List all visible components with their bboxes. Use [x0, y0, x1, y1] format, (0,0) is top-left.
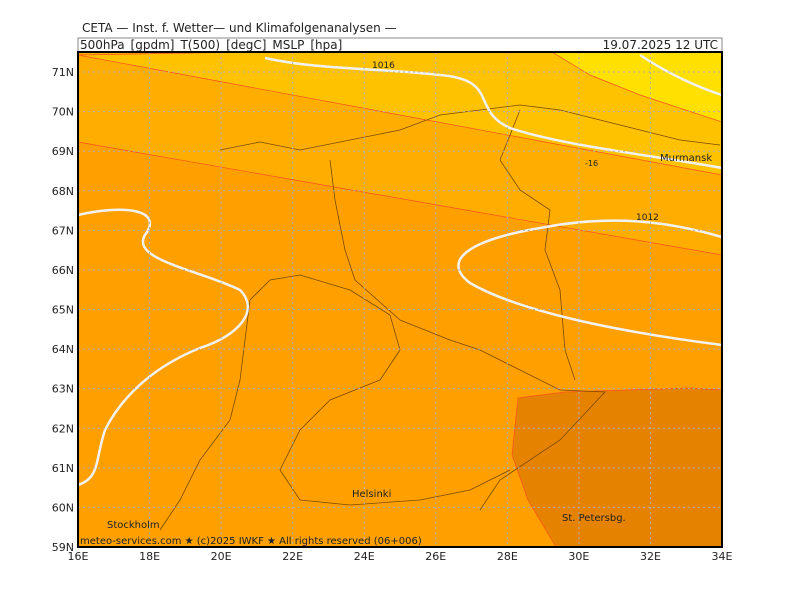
- coastline: [159, 299, 251, 531]
- lat-label: 60N: [52, 501, 74, 514]
- lon-label: 22E: [282, 550, 303, 563]
- lat-label: 64N: [52, 343, 74, 356]
- lat-label: 67N: [52, 224, 74, 237]
- lon-label: 16E: [68, 550, 89, 563]
- lat-label: 71N: [52, 66, 74, 79]
- lon-label: 24E: [354, 550, 375, 563]
- footer: meteo-services.com ★ (c)2025 IWKF ★ All …: [80, 536, 422, 547]
- isobar-label: 1016: [372, 61, 395, 71]
- lon-label: 34E: [712, 550, 733, 563]
- lat-label: 69N: [52, 145, 74, 158]
- place-label: St. Petersbg.: [562, 513, 626, 524]
- coastline: [219, 104, 721, 151]
- isobar-label: 1012: [636, 213, 659, 223]
- date: 19.07.2025 12 UTC: [603, 38, 718, 52]
- place-label: Stockholm: [107, 520, 160, 531]
- lat-label: 66N: [52, 264, 74, 277]
- lat-label: 63N: [52, 383, 74, 396]
- border: [499, 109, 576, 381]
- coastline: [249, 274, 511, 506]
- grid: [78, 52, 722, 547]
- lat-label: 62N: [52, 422, 74, 435]
- lon-label: 32E: [640, 550, 661, 563]
- lon-label: 26E: [425, 550, 446, 563]
- lat-label: 61N: [52, 462, 74, 475]
- temperature-label: -16: [585, 159, 598, 168]
- lon-label: 20E: [211, 550, 232, 563]
- subtitle: 500hPa_[gpdm]_T(500)_[degC]_MSLP_[hpa]: [80, 38, 342, 52]
- lon-label: 28E: [497, 550, 518, 563]
- lat-label: 68N: [52, 185, 74, 198]
- lat-label: 65N: [52, 304, 74, 317]
- header-title: CETA — Inst. f. Wetter— und Klimafolgena…: [82, 21, 397, 35]
- border: [329, 159, 606, 511]
- lat-label: 70N: [52, 106, 74, 119]
- place-label: Helsinki: [352, 489, 391, 500]
- lat-label: 59N: [52, 541, 74, 554]
- temp-band: [78, 52, 722, 176]
- map-area: 1016 1012 -16 Murmansk Helsinki Stockhol…: [78, 52, 722, 547]
- lon-label: 18E: [139, 550, 160, 563]
- place-label: Murmansk: [660, 153, 712, 164]
- lon-label: 30E: [568, 550, 589, 563]
- isobar: [264, 56, 722, 170]
- isobar: [639, 53, 722, 97]
- temp-band: [551, 52, 722, 123]
- isobar: [457, 219, 722, 347]
- isobar: [78, 208, 250, 487]
- map-frame: [77, 51, 723, 548]
